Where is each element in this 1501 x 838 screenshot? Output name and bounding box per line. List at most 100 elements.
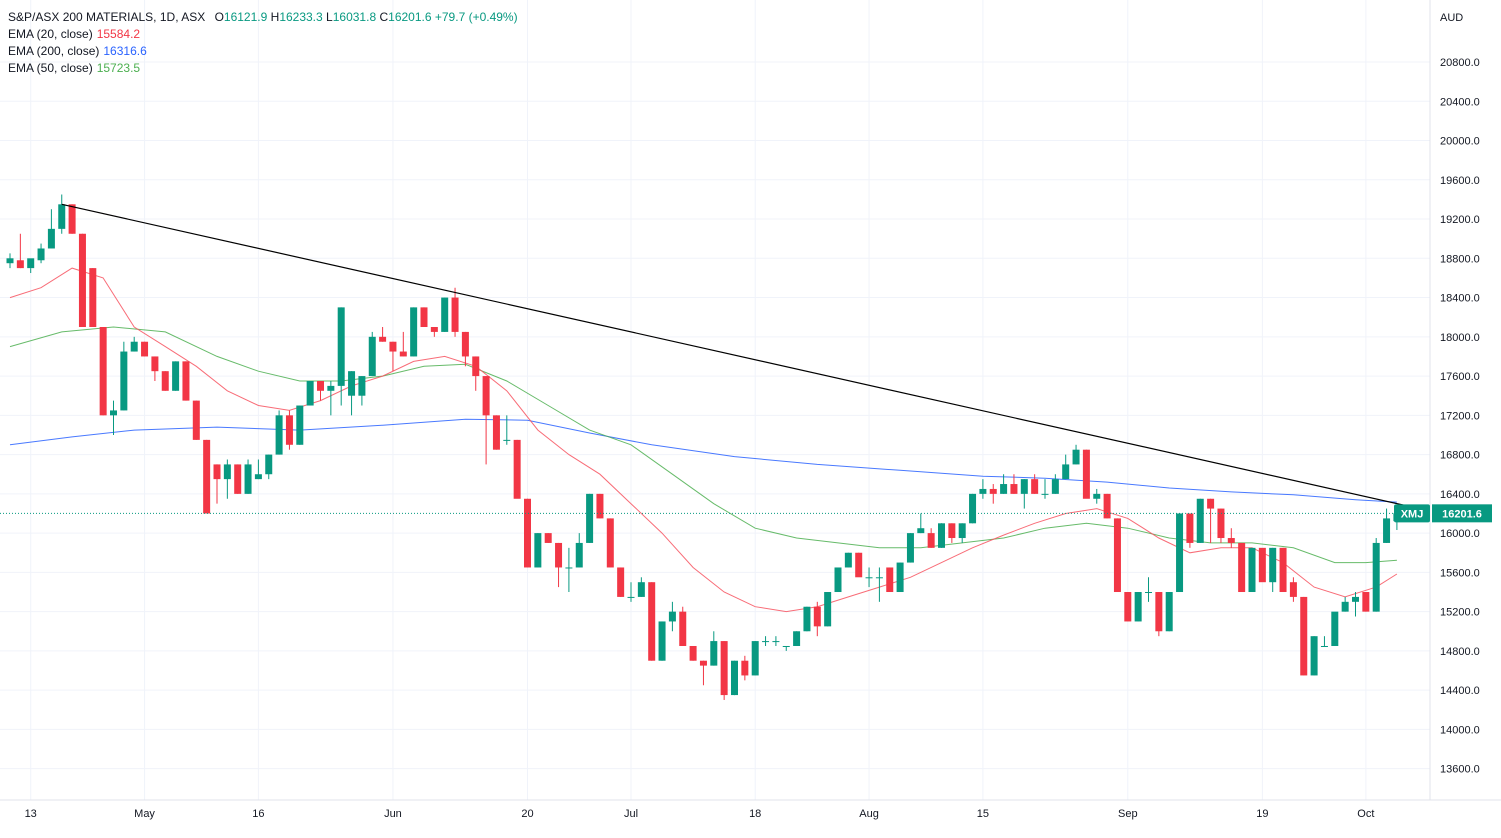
candle-up[interactable] (27, 258, 35, 274)
candle-down[interactable] (317, 380, 324, 401)
candle-up[interactable] (265, 454, 273, 480)
ema50-legend[interactable]: EMA (50, close) 15723.5 (8, 60, 518, 77)
candle-down[interactable] (1362, 592, 1370, 612)
candle-down[interactable] (1186, 513, 1194, 548)
candle-down[interactable] (989, 484, 997, 504)
candle-up[interactable] (358, 376, 366, 406)
candle-down[interactable] (927, 528, 935, 548)
candle-down[interactable] (203, 439, 211, 514)
candle-down[interactable] (451, 287, 459, 337)
candle-down[interactable] (192, 400, 200, 440)
candle-up[interactable] (782, 645, 790, 651)
candle-up[interactable] (120, 341, 128, 411)
candle-up[interactable] (979, 479, 987, 499)
candle-up[interactable] (875, 567, 883, 602)
candle-down[interactable] (617, 567, 625, 597)
candle-up[interactable] (658, 621, 666, 661)
candle-up[interactable] (1269, 547, 1277, 593)
candle-down[interactable] (1010, 474, 1018, 494)
candle-down[interactable] (482, 376, 490, 465)
candle-down[interactable] (679, 606, 687, 646)
candle-up[interactable] (803, 606, 811, 632)
candle-up[interactable] (503, 415, 511, 445)
candle-down[interactable] (1082, 449, 1090, 499)
candle-up[interactable] (731, 660, 738, 696)
candle-up[interactable] (1020, 479, 1028, 509)
candle-down[interactable] (689, 645, 697, 661)
candle-up[interactable] (244, 459, 252, 494)
candle-up[interactable] (410, 307, 418, 357)
candle-up[interactable] (6, 253, 14, 269)
candle-up[interactable] (917, 513, 925, 534)
candle-up[interactable] (130, 336, 138, 352)
candle-up[interactable] (793, 631, 801, 646)
candle-up[interactable] (1331, 611, 1339, 646)
candle-down[interactable] (741, 655, 749, 681)
candle-up[interactable] (254, 459, 262, 480)
candle-down[interactable] (285, 410, 293, 450)
candle-down[interactable] (1155, 592, 1163, 637)
candle-down[interactable] (720, 641, 728, 700)
candle-down[interactable] (886, 567, 894, 593)
candle-up[interactable] (772, 636, 780, 646)
candle-down[interactable] (699, 660, 707, 686)
candle-down[interactable] (492, 415, 500, 450)
candle-down[interactable] (213, 464, 221, 504)
candle-up[interactable] (762, 636, 770, 646)
candle-up[interactable] (1000, 474, 1008, 494)
candle-up[interactable] (172, 361, 180, 391)
candle-up[interactable] (1341, 596, 1349, 612)
candle-down[interactable] (1238, 542, 1246, 593)
candle-up[interactable] (896, 562, 904, 593)
candle-up[interactable] (1383, 508, 1391, 543)
candle-down[interactable] (513, 439, 521, 499)
candle-down[interactable] (1300, 596, 1308, 676)
candle-down[interactable] (596, 493, 604, 519)
candle-down[interactable] (68, 204, 76, 234)
candle-up[interactable] (844, 552, 852, 568)
candle-down[interactable] (855, 552, 863, 578)
candle-up[interactable] (969, 493, 977, 524)
candle-down[interactable] (1124, 592, 1132, 622)
candle-down[interactable] (399, 331, 407, 357)
candle-down[interactable] (461, 331, 469, 367)
candle-down[interactable] (89, 268, 97, 328)
candle-up[interactable] (586, 493, 594, 543)
candle-up[interactable] (348, 371, 356, 416)
candle-up[interactable] (368, 331, 376, 377)
candle-up[interactable] (575, 533, 583, 568)
candle-up[interactable] (824, 592, 832, 627)
candle-down[interactable] (420, 307, 428, 328)
candle-down[interactable] (606, 518, 614, 568)
candle-up[interactable] (1093, 488, 1101, 504)
candle-up[interactable] (637, 577, 645, 597)
candle-up[interactable] (1196, 498, 1204, 543)
candle-up[interactable] (337, 307, 345, 406)
candle-up[interactable] (1062, 454, 1070, 480)
time-axis[interactable]: 13 May 16 Jun 20 Jul 18 Aug 15 Sep 19 Oct (25, 808, 1375, 820)
candle-down[interactable] (161, 371, 169, 391)
candle-up[interactable] (1072, 444, 1080, 465)
candle-up[interactable] (668, 601, 676, 632)
candle-up[interactable] (327, 380, 335, 416)
candle-down[interactable] (1113, 518, 1121, 593)
candle-down[interactable] (544, 533, 552, 543)
candle-up[interactable] (751, 641, 759, 676)
candle-up[interactable] (1165, 592, 1173, 632)
candle-up[interactable] (565, 547, 573, 593)
candle-down[interactable] (1258, 547, 1266, 583)
candle-up[interactable] (1352, 592, 1359, 617)
candle-down[interactable] (182, 361, 190, 401)
candle-up[interactable] (1248, 547, 1256, 593)
candle-down[interactable] (648, 582, 656, 661)
candle-up[interactable] (275, 410, 283, 455)
ema200-legend[interactable]: EMA (200, close) 16316.6 (8, 43, 518, 60)
candle-up[interactable] (627, 582, 635, 602)
trendline[interactable] (61, 203, 1429, 512)
candle-up[interactable] (1310, 636, 1318, 676)
candle-up[interactable] (58, 194, 66, 234)
candle-down[interactable] (524, 498, 531, 568)
candle-up[interactable] (1051, 474, 1059, 494)
